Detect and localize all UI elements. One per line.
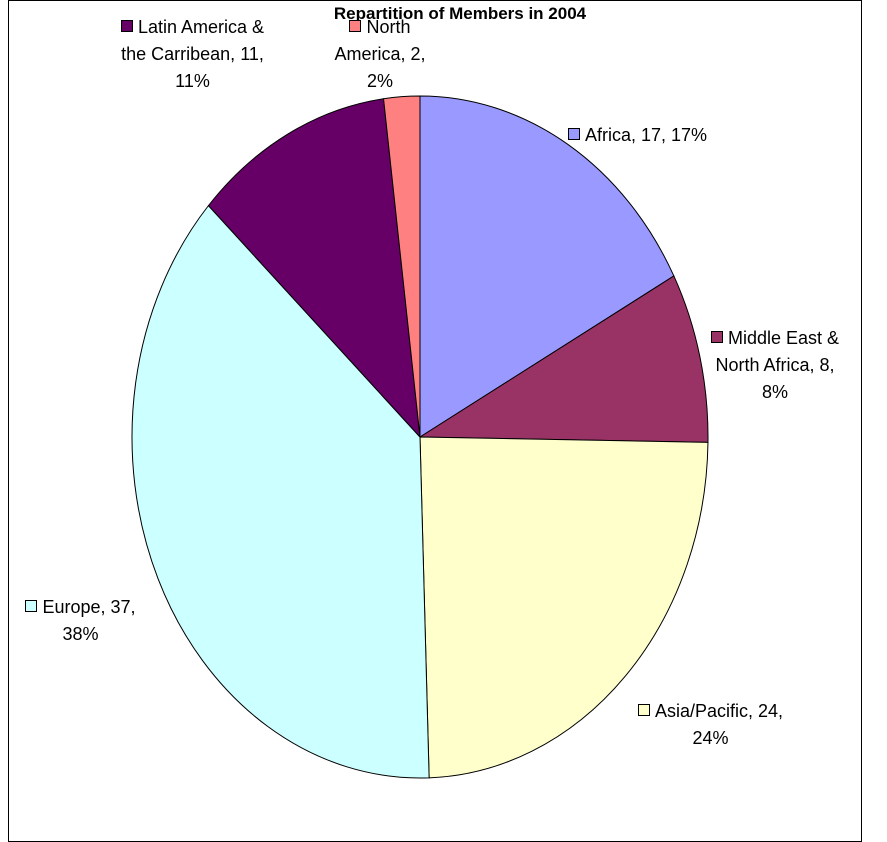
label-value: 2 [410, 44, 421, 64]
label-percent: 24% [692, 728, 729, 748]
data-label: Asia/Pacific, 24, 24% [628, 698, 793, 752]
label-category: Africa [584, 125, 631, 145]
pie-slice [382, 95, 421, 438]
legend-key [567, 128, 580, 140]
pie-slice [418, 275, 709, 443]
label-category: Asia/Pacific [654, 701, 748, 721]
legend-key [349, 20, 362, 32]
label-category: Middle East & North Africa [715, 328, 840, 375]
data-label: Middle East & North Africa, 8, 8% [700, 325, 850, 406]
legend-key [710, 331, 723, 343]
legend-key [120, 20, 133, 32]
label-value: 17 [640, 125, 661, 145]
data-label: Africa, 17, 17% [565, 122, 710, 149]
label-category: Europe [42, 597, 101, 617]
pie-slice [131, 204, 430, 779]
legend-key [25, 600, 38, 612]
pie-slice [419, 95, 675, 438]
label-percent: 8% [761, 382, 788, 402]
data-label: North America, 2, 2% [334, 17, 426, 91]
chart-title: Repartition of Members in 2004 [333, 4, 587, 23]
label-percent: 38% [62, 624, 99, 644]
pie-slice [419, 436, 709, 779]
data-label: Europe, 37, 38% [8, 594, 153, 648]
label-category: North America [334, 17, 411, 64]
label-value: 24 [758, 701, 779, 721]
label-value: 8 [819, 355, 830, 375]
pie-slice [207, 98, 421, 439]
legend-key [637, 704, 650, 716]
label-percent: 17% [671, 125, 708, 145]
label-category: Latin America & the Carribean [121, 17, 265, 64]
data-label: Latin America & the Carribean, 11, 11% [120, 17, 265, 91]
label-value: 37 [110, 597, 131, 617]
label-value: 11 [240, 44, 259, 64]
label-percent: 11% [175, 71, 210, 91]
label-percent: 2% [366, 71, 393, 91]
